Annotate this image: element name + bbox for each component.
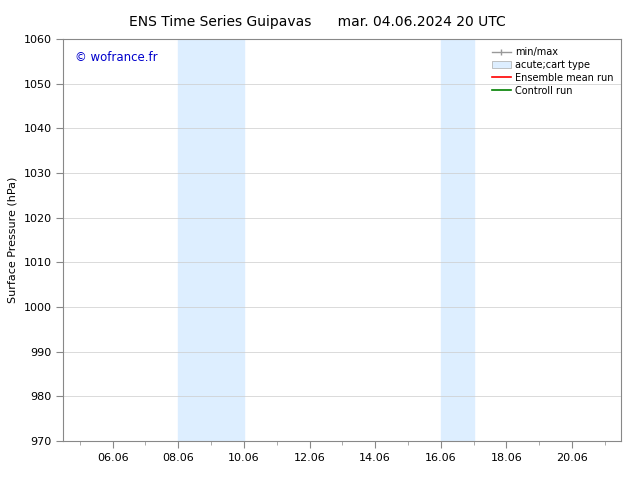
Bar — [441, 39, 474, 441]
Legend: min/max, acute;cart type, Ensemble mean run, Controll run: min/max, acute;cart type, Ensemble mean … — [489, 44, 616, 98]
Text: © wofrance.fr: © wofrance.fr — [75, 51, 157, 64]
Y-axis label: Surface Pressure (hPa): Surface Pressure (hPa) — [8, 177, 18, 303]
Text: ENS Time Series Guipavas      mar. 04.06.2024 20 UTC: ENS Time Series Guipavas mar. 04.06.2024… — [129, 15, 505, 29]
Bar — [178, 39, 244, 441]
